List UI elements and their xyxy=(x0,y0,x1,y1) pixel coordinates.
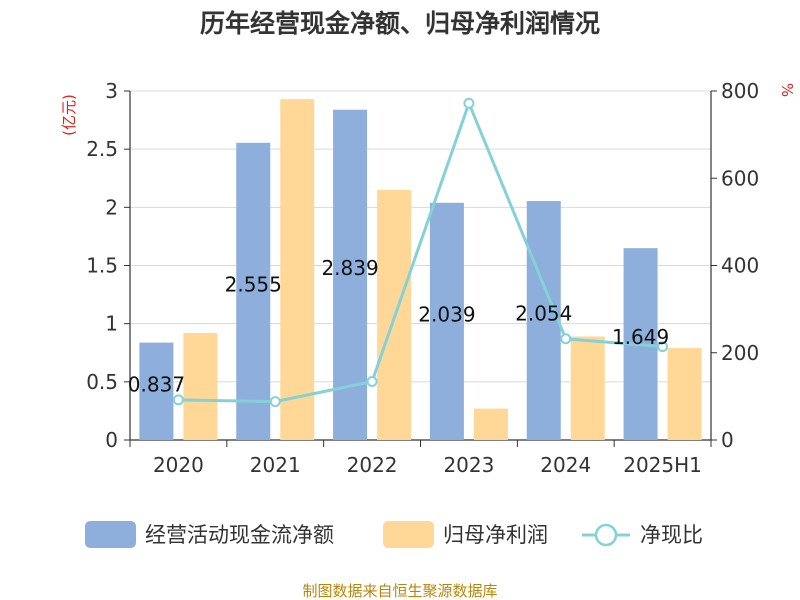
ratio-point xyxy=(463,97,475,109)
legend-label: 净现比 xyxy=(640,523,703,547)
legend-label: 经营活动现金流净额 xyxy=(145,523,334,547)
left-axis-unit: (亿元) xyxy=(60,94,78,136)
legend-item-net-profit: 归母净利润 xyxy=(383,521,548,548)
x-tick-label: 2023 xyxy=(443,453,494,477)
bar-operating-cash-flow xyxy=(139,342,174,440)
chart-title: 历年经营现金净额、归母净利润情况 xyxy=(200,9,600,38)
data-label-operating-cash-flow: 0.837 xyxy=(128,372,185,396)
legend-item-operating-cash-flow: 经营活动现金流净额 xyxy=(85,521,334,548)
left-tick-label: 2.5 xyxy=(86,137,118,161)
x-tick-label: 2022 xyxy=(347,453,398,477)
legend-label: 归母净利润 xyxy=(443,523,548,547)
bar-net-profit xyxy=(183,332,218,440)
ratio-line xyxy=(172,97,669,408)
bar-operating-cash-flow xyxy=(429,202,464,440)
right-tick-label: 600 xyxy=(721,166,759,190)
ratio-line-path xyxy=(178,98,663,404)
bar-net-profit xyxy=(473,408,508,440)
data-label-operating-cash-flow: 2.555 xyxy=(225,272,282,296)
x-tick-label: 2021 xyxy=(250,453,301,477)
left-tick-label: 1 xyxy=(105,312,118,336)
ratio-point xyxy=(657,341,669,353)
bar-operating-cash-flow xyxy=(526,201,561,440)
right-tick-label: 200 xyxy=(721,341,759,365)
left-tick-label: 3 xyxy=(105,79,118,103)
x-tick-label: 2024 xyxy=(540,453,591,477)
legend: 经营活动现金流净额 归母净利润 净现比 xyxy=(85,521,703,548)
data-label-operating-cash-flow: 2.054 xyxy=(515,302,572,326)
legend-marker xyxy=(594,523,618,547)
data-label-operating-cash-flow: 1.649 xyxy=(612,325,669,349)
bar-net-profit xyxy=(280,99,315,440)
right-tick-label: 0 xyxy=(721,428,734,452)
axes: 0 0.5 1 1.5 2 2.5 3 0 200 400 600 800 2020 2021 2022 20… xyxy=(86,79,759,477)
ratio-point xyxy=(366,376,378,388)
left-tick-label: 0.5 xyxy=(86,370,118,394)
right-tick-label: 800 xyxy=(721,79,759,103)
right-axis-unit: % xyxy=(778,83,796,97)
bars xyxy=(139,99,702,441)
data-labels: 0.837 2.555 2.839 2.039 2.054 1.649 xyxy=(128,256,669,396)
x-tick-label: 2020 xyxy=(153,453,204,477)
ratio-point xyxy=(269,396,281,408)
left-tick-label: 2 xyxy=(105,195,118,219)
data-label-operating-cash-flow: 2.839 xyxy=(321,256,378,280)
bar-operating-cash-flow xyxy=(236,142,271,441)
right-tick-label: 400 xyxy=(721,254,759,278)
left-tick-label: 0 xyxy=(105,428,118,452)
left-tick-label: 1.5 xyxy=(86,254,118,278)
data-label-operating-cash-flow: 2.039 xyxy=(418,302,475,326)
bar-net-profit xyxy=(570,336,605,440)
x-tick-label: 2025H1 xyxy=(623,453,702,477)
legend-swatch xyxy=(383,521,434,548)
legend-item-ratio: 净现比 xyxy=(582,523,703,547)
bar-net-profit xyxy=(667,348,702,440)
source-footer: 制图数据来自恒生聚源数据库 xyxy=(302,582,497,600)
legend-swatch xyxy=(85,521,136,548)
ratio-point xyxy=(560,333,572,345)
ratio-point xyxy=(172,394,184,406)
gridlines xyxy=(130,90,711,383)
